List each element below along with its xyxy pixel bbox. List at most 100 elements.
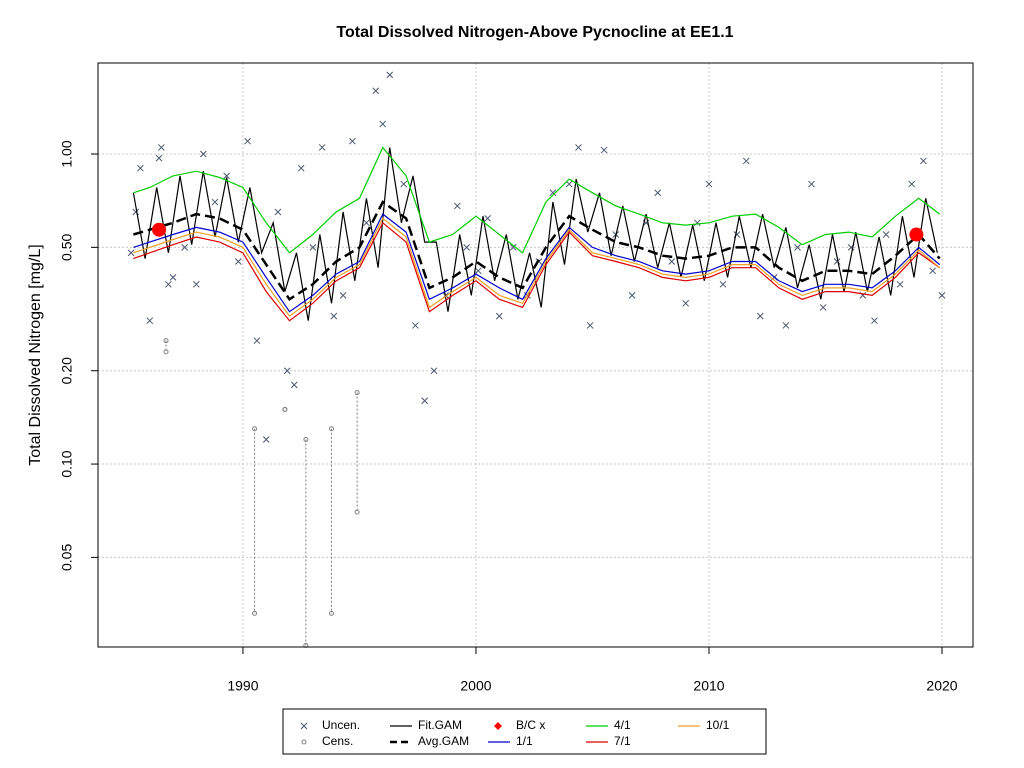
uncensored-point: [682, 299, 690, 307]
bc-point: [152, 222, 167, 237]
uncensored-point: [169, 274, 177, 281]
uncensored-point: [318, 144, 326, 151]
uncensored-point: [600, 146, 608, 154]
uncensored-point: [349, 137, 356, 145]
legend-label: 4/1: [614, 718, 631, 732]
legend-box: [282, 708, 767, 755]
series-line: [133, 213, 941, 313]
uncensored-point: [938, 292, 946, 299]
censored-upper: [252, 426, 258, 432]
uncensored-point: [223, 172, 230, 180]
uncensored-point: [283, 367, 291, 375]
uncensored-point: [654, 189, 662, 197]
uncensored-point: [339, 292, 347, 299]
uncensored-point: [908, 180, 916, 188]
series-line: [133, 221, 941, 322]
uncensored-point: [808, 180, 815, 188]
y-tick-label: 0.05: [59, 544, 75, 571]
uncensored-point: [165, 280, 172, 288]
uncensored-point: [400, 180, 408, 188]
uncensored-point: [453, 202, 461, 210]
chart-title: Total Dissolved Nitrogen-Above Pycnoclin…: [336, 24, 733, 41]
x-tick-label: 1990: [227, 678, 258, 694]
series-line: [133, 217, 941, 317]
legend-label: Cens.: [322, 734, 353, 748]
uncensored-point: [146, 317, 154, 325]
uncensored-point: [297, 164, 305, 172]
uncensored-point: [794, 243, 801, 251]
uncensored-point: [192, 280, 200, 288]
uncensored-point: [586, 322, 594, 329]
y-tick-label: 0.20: [59, 357, 75, 384]
uncensored-point: [833, 258, 841, 265]
y-tick-label: 1.00: [59, 140, 75, 167]
censored-lower: [252, 610, 258, 616]
y-axis-label: Total Dissolved Nitrogen [mg/L]: [27, 244, 44, 465]
censored-upper: [354, 390, 360, 396]
uncensored-point: [871, 317, 878, 325]
censored-upper: [303, 437, 309, 443]
uncensored-point: [495, 312, 503, 320]
uncensored-point: [372, 87, 380, 95]
uncensored-point: [782, 322, 790, 329]
y-tick-label: 0.50: [59, 234, 75, 261]
legend-label: Fit.GAM: [418, 718, 462, 732]
x-tick-label: 2020: [926, 678, 957, 694]
x-tick-label: 2000: [460, 678, 491, 694]
uncensored-point: [484, 215, 491, 222]
uncensored-point: [575, 144, 582, 151]
uncensored-point: [379, 120, 387, 128]
uncensored-point: [262, 436, 270, 443]
uncensored-point: [430, 367, 438, 375]
uncensored-point: [211, 198, 219, 206]
legend-label: Uncen.: [322, 718, 360, 732]
legend-symbol: [494, 722, 502, 730]
series-line: [133, 146, 941, 254]
uncensored-point: [742, 157, 750, 165]
avg-gam-line: [133, 200, 941, 302]
legend-label: 1/1: [516, 734, 533, 748]
uncensored-point: [929, 267, 937, 275]
uncensored-point: [509, 243, 517, 251]
uncensored-point: [244, 137, 251, 145]
uncensored-point: [756, 312, 764, 320]
uncensored-point: [137, 164, 144, 172]
uncensored-point: [463, 243, 470, 251]
censored-upper: [328, 426, 334, 432]
censored-lower: [354, 509, 360, 515]
uncensored-point: [412, 322, 419, 329]
x-tick-label: 2010: [693, 678, 724, 694]
uncensored-point: [565, 180, 573, 188]
uncensored-point: [290, 381, 298, 389]
y-tick-label: 0.10: [59, 450, 75, 477]
uncensored-point: [474, 267, 482, 275]
uncensored-point: [668, 258, 676, 265]
censored-lower: [163, 349, 169, 355]
legend-label: 7/1: [614, 734, 631, 748]
uncensored-point: [628, 292, 636, 299]
uncensored-point: [819, 304, 827, 311]
uncensored-point: [549, 189, 557, 197]
uncensored-point: [920, 157, 927, 165]
uncensored-point: [386, 71, 394, 79]
uncensored-point: [155, 154, 163, 162]
censored-lower: [328, 610, 334, 616]
legend-label: Avg.GAM: [418, 734, 469, 748]
uncensored-point: [896, 280, 904, 288]
censored-upper: [163, 338, 169, 344]
uncensored-point: [330, 312, 338, 320]
uncensored-point: [705, 180, 713, 188]
uncensored-point: [274, 208, 282, 216]
uncensored-point: [253, 337, 261, 345]
uncensored-point: [882, 231, 890, 238]
uncensored-point: [719, 280, 727, 288]
legend-symbol: [301, 739, 307, 745]
plot-frame: [97, 62, 974, 648]
uncensored-point: [234, 258, 242, 265]
legend-symbol: [300, 722, 308, 730]
uncensored-point: [309, 243, 317, 251]
bc-point: [909, 227, 924, 242]
uncensored-point: [127, 249, 135, 257]
